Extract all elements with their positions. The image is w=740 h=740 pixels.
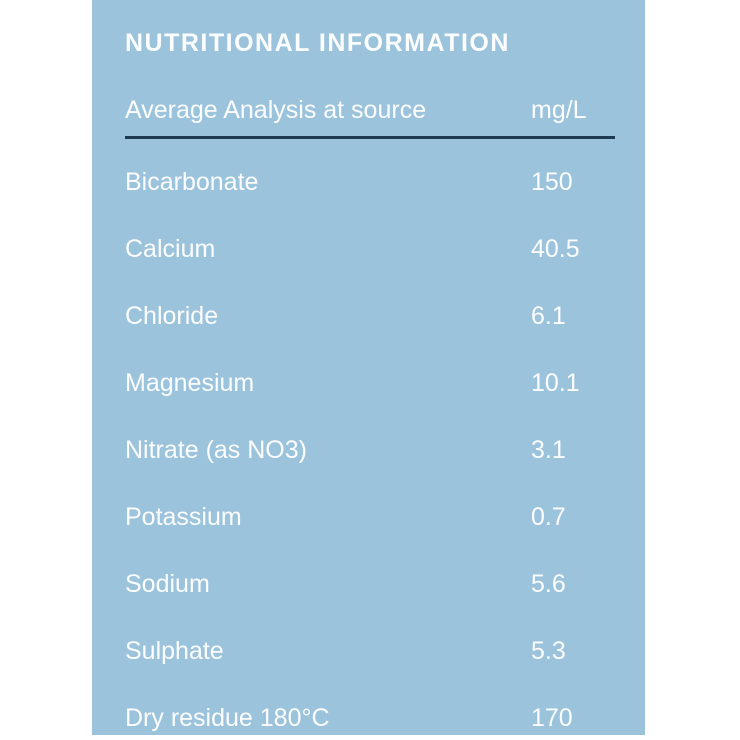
table-row: Magnesium 10.1	[125, 349, 615, 416]
row-name: Magnesium	[125, 368, 255, 397]
row-value: 3.1	[531, 435, 566, 464]
table-row: Chloride 6.1	[125, 282, 615, 349]
row-value: 0.7	[531, 502, 566, 531]
row-value: 150	[531, 167, 573, 196]
row-name: Bicarbonate	[125, 167, 259, 196]
header-analysis-label: Average Analysis at source	[125, 96, 427, 124]
row-value: 170	[531, 703, 573, 732]
nutrition-panel: NUTRITIONAL INFORMATION Average Analysis…	[92, 0, 645, 735]
header-divider	[125, 136, 615, 139]
table-row: Nitrate (as NO3) 3.1	[125, 416, 615, 483]
row-value: 10.1	[531, 368, 580, 397]
row-value: 6.1	[531, 301, 566, 330]
table-header: Average Analysis at source mg/L	[125, 96, 615, 124]
row-name: Calcium	[125, 234, 216, 263]
table-row: Potassium 0.7	[125, 483, 615, 550]
header-unit-label: mg/L	[531, 96, 587, 124]
row-name: Chloride	[125, 301, 219, 330]
row-name: Sodium	[125, 569, 210, 598]
table-row: Bicarbonate 150	[125, 148, 615, 215]
row-name: Dry residue 180°C	[125, 703, 330, 732]
row-name: Sulphate	[125, 636, 224, 665]
row-value: 5.6	[531, 569, 566, 598]
row-name: Nitrate (as NO3)	[125, 435, 307, 464]
table-row: Sodium 5.6	[125, 550, 615, 617]
row-value: 40.5	[531, 234, 580, 263]
panel-title: NUTRITIONAL INFORMATION	[125, 29, 510, 57]
row-name: Potassium	[125, 502, 242, 531]
row-value: 5.3	[531, 636, 566, 665]
table-row: Calcium 40.5	[125, 215, 615, 282]
table-row: Sulphate 5.3	[125, 617, 615, 684]
nutrition-rows: Bicarbonate 150 Calcium 40.5 Chloride 6.1 Magn…	[125, 139, 615, 735]
table-row: Dry residue 180°C 170	[125, 684, 615, 735]
